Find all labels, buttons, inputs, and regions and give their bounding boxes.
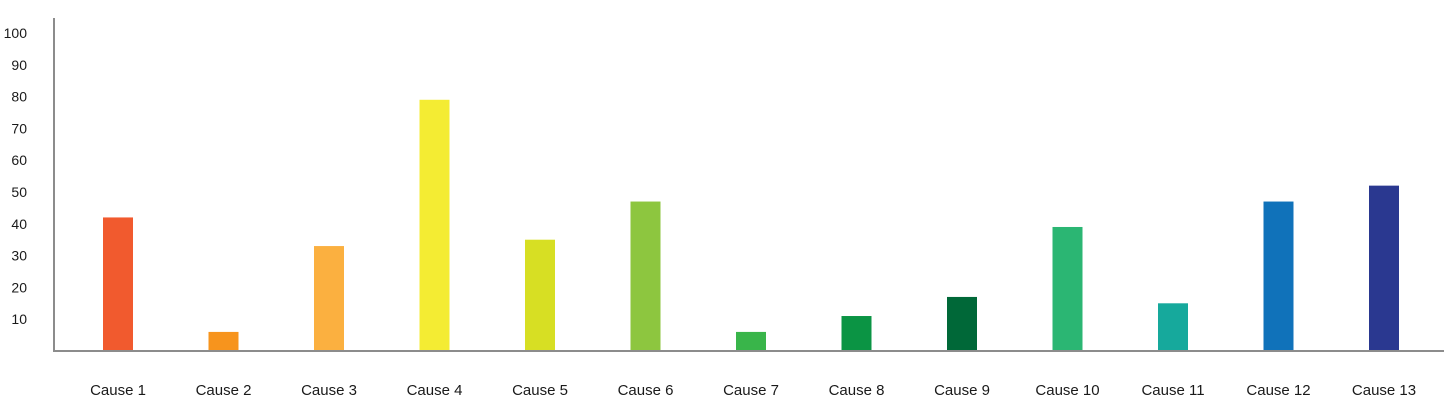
y-tick-label: 90 — [11, 57, 27, 73]
y-tick-label: 50 — [11, 184, 27, 200]
bar-9 — [947, 296, 977, 351]
bar-1 — [103, 217, 133, 351]
x-category-label: Cause 12 — [1246, 382, 1310, 399]
bar-6 — [630, 201, 661, 351]
x-category-label: Cause 5 — [512, 382, 568, 399]
bar-11 — [1158, 303, 1188, 351]
bars-group — [103, 99, 1399, 351]
y-tick-label: 30 — [11, 248, 27, 264]
y-tick-label: 70 — [11, 120, 27, 136]
bar-12 — [1263, 201, 1294, 351]
bar-10 — [1052, 226, 1083, 351]
x-category-label: Cause 13 — [1352, 382, 1416, 399]
y-tick-label: 80 — [11, 89, 27, 105]
x-category-label: Cause 1 — [90, 382, 146, 399]
x-category-label: Cause 8 — [829, 382, 885, 399]
x-category-label: Cause 10 — [1035, 382, 1099, 399]
x-category-label: Cause 11 — [1141, 382, 1204, 399]
bar-5 — [525, 239, 555, 351]
bar-2 — [208, 331, 239, 351]
y-tick-label: 60 — [11, 152, 27, 168]
bar-3 — [314, 246, 344, 351]
x-axis-category-labels: Cause 1 Cause 2 Cause 3 Cause 4 Cause 5 Cause… — [90, 382, 1416, 399]
x-category-label: Cause 2 — [196, 382, 252, 399]
y-tick-label: 100 — [4, 25, 28, 41]
y-axis-tick-labels: 10 20 30 40 50 60 70 80 90 100 — [4, 25, 28, 327]
bar-13 — [1369, 185, 1399, 351]
bar-7 — [736, 331, 766, 351]
bar-4 — [419, 99, 450, 351]
x-category-label: Cause 9 — [934, 382, 990, 399]
y-tick-label: 10 — [11, 311, 27, 327]
x-category-label: Cause 3 — [301, 382, 357, 399]
bar-8 — [841, 316, 872, 351]
x-category-label: Cause 4 — [407, 382, 463, 399]
x-category-label: Cause 7 — [723, 382, 779, 399]
x-category-label: Cause 6 — [618, 382, 674, 399]
y-tick-label: 40 — [11, 216, 27, 232]
y-tick-label: 20 — [11, 279, 27, 295]
